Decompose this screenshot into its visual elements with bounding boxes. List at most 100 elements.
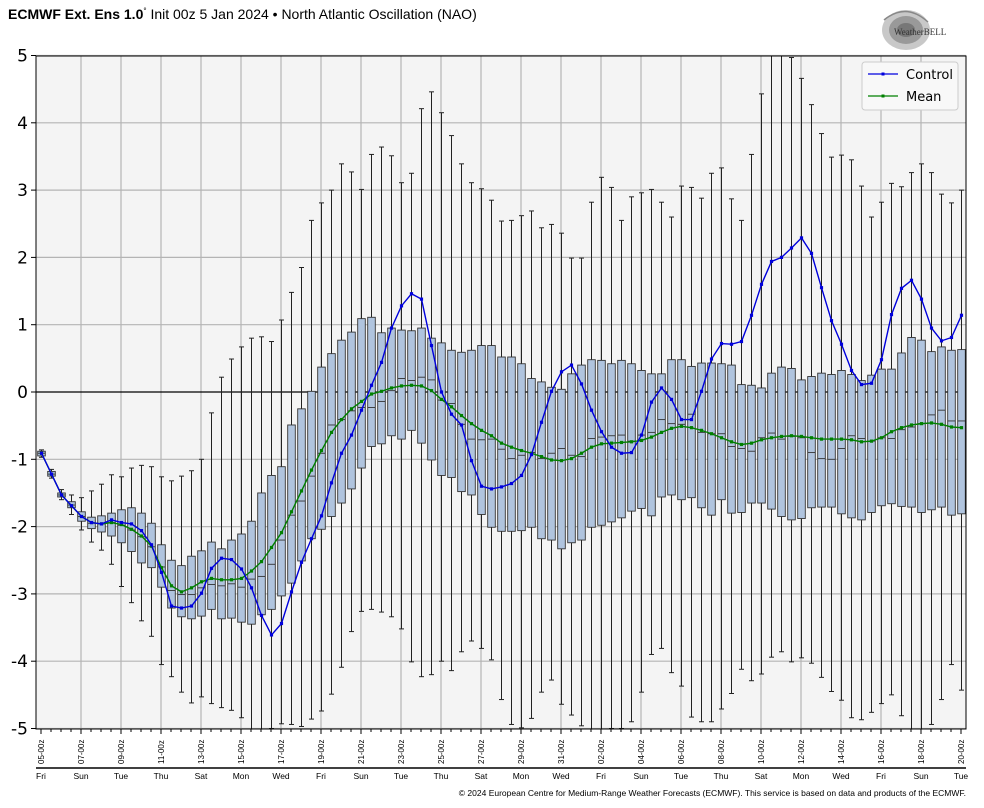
box-77	[807, 104, 816, 664]
control-point-11	[149, 543, 154, 547]
mean-point-40	[439, 397, 444, 402]
x-tick-label: 21-00z	[357, 740, 366, 764]
iqr-box-66	[697, 362, 706, 509]
mean-point-27	[309, 468, 314, 472]
control-point-39	[429, 343, 434, 348]
plot-marks	[36, 56, 966, 729]
day-label: Mon	[793, 771, 810, 781]
mean-point-83	[869, 439, 874, 443]
x-tick-label: 16-00z	[877, 740, 886, 764]
mean-point-18	[219, 578, 224, 582]
control-point-90	[939, 339, 944, 343]
x-tick-label: 12-00z	[797, 740, 806, 764]
day-label: Mon	[513, 771, 530, 781]
box-81	[847, 159, 856, 719]
box-32	[357, 188, 366, 612]
control-point-50	[539, 420, 544, 424]
control-point-38	[419, 297, 424, 301]
mean-point-64	[679, 424, 684, 428]
box-83	[867, 216, 876, 713]
control-point-13	[169, 604, 174, 608]
control-point-47	[509, 481, 514, 486]
x-tick-label: 10-00z	[757, 740, 766, 764]
mean-point-54	[579, 451, 584, 455]
control-point-71	[749, 313, 754, 317]
mean-point-55	[589, 445, 594, 449]
box-34	[377, 146, 386, 613]
mean-point-7	[109, 520, 114, 525]
iqr-box-30	[337, 339, 346, 504]
control-point-87	[909, 278, 914, 282]
mean-point-36	[399, 384, 404, 388]
mean-point-23	[269, 545, 274, 550]
mean-point-50	[539, 455, 544, 459]
control-point-66	[699, 389, 704, 393]
mean-point-38	[419, 384, 424, 388]
control-point-62	[659, 386, 664, 390]
x-tick-label: 14-00z	[837, 740, 846, 764]
mean-point-79	[829, 437, 834, 441]
iqr-box-12	[157, 544, 166, 588]
box-31	[347, 171, 356, 633]
mean-point-80	[839, 437, 844, 441]
day-label: Thu	[434, 771, 449, 781]
iqr-box-79	[827, 374, 836, 508]
mean-point-57	[609, 441, 614, 445]
x-tick-label: 02-00z	[597, 740, 606, 764]
x-tick-label: 31-00z	[557, 740, 566, 764]
box-87	[907, 172, 916, 729]
iqr-box-92	[957, 349, 966, 515]
control-point-83	[869, 381, 874, 385]
mean-point-69	[729, 440, 734, 444]
mean-point-88	[919, 422, 924, 426]
iqr-box-58	[617, 359, 626, 519]
mean-point-16	[199, 580, 204, 584]
day-label: Wed	[552, 771, 570, 781]
control-point-74	[779, 255, 784, 259]
x-tick-label: 11-00z	[157, 740, 166, 764]
iqr-box-17	[207, 541, 216, 610]
mean-point-73	[769, 436, 774, 440]
box-42	[457, 163, 466, 653]
iqr-box-10	[137, 512, 146, 564]
control-point-15	[189, 604, 194, 608]
control-point-59	[629, 450, 634, 455]
control-point-81	[849, 368, 854, 373]
iqr-box-68	[717, 363, 726, 501]
control-point-17	[209, 566, 214, 570]
box-73	[767, 56, 776, 658]
control-point-86	[899, 286, 904, 290]
box-80	[837, 154, 846, 701]
iqr-box-21	[247, 520, 256, 625]
control-point-84	[879, 358, 884, 362]
mean-point-84	[879, 436, 884, 440]
mean-point-74	[779, 434, 784, 439]
control-point-88	[919, 297, 924, 301]
mean-point-87	[909, 423, 914, 427]
control-point-76	[799, 236, 804, 240]
x-tick-label: 08-00z	[717, 740, 726, 764]
control-point-3	[69, 504, 74, 508]
iqr-box-87	[907, 337, 916, 508]
mean-point-34	[379, 389, 384, 393]
control-point-67	[709, 357, 714, 361]
control-point-46	[499, 485, 504, 489]
box-30	[337, 163, 346, 668]
day-label: Wed	[832, 771, 850, 781]
box-91	[947, 202, 956, 666]
iqr-box-80	[837, 370, 846, 515]
y-tick-label: -3	[11, 585, 28, 605]
control-point-12	[159, 570, 164, 574]
day-label: Wed	[272, 771, 290, 781]
mean-point-12	[159, 566, 164, 570]
degree-symbol: °	[143, 6, 147, 16]
iqr-box-73	[767, 372, 776, 510]
mean-point-39	[429, 389, 434, 393]
mean-point-46	[499, 441, 504, 445]
control-point-6	[99, 522, 104, 526]
iqr-box-32	[357, 318, 366, 469]
control-point-20	[239, 567, 244, 571]
box-79	[827, 156, 836, 692]
iqr-box-29	[327, 353, 336, 517]
control-point-60	[639, 433, 644, 437]
